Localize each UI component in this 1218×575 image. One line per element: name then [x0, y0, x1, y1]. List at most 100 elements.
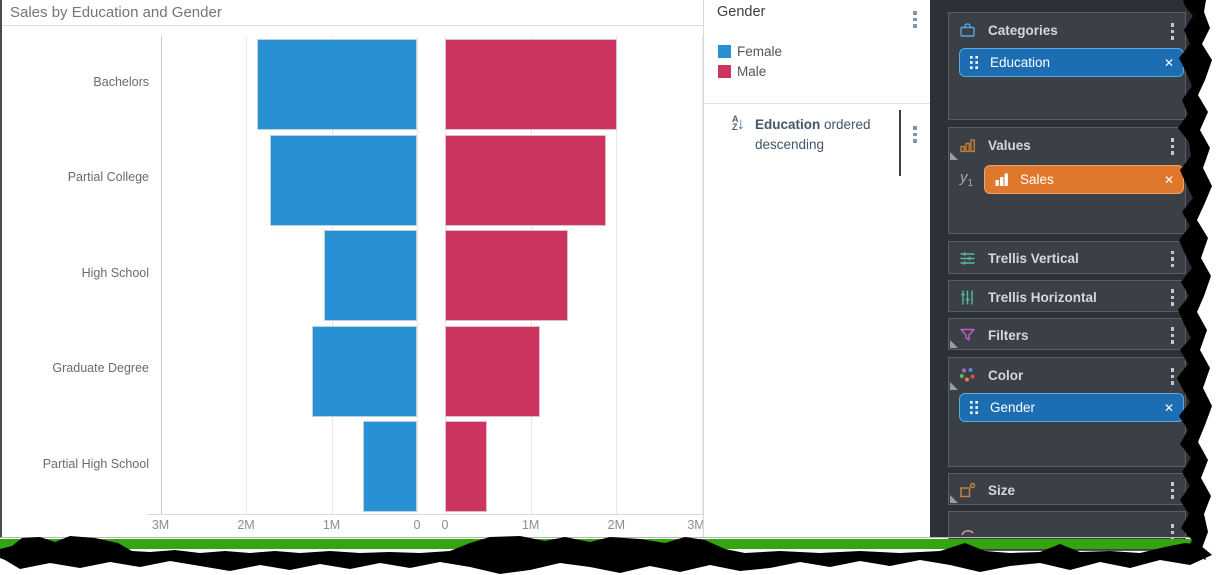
y-axis-slot-label: y1	[960, 169, 974, 189]
section-filters[interactable]: Filters	[948, 318, 1186, 350]
bar-male-partial-high-school[interactable]	[445, 421, 487, 513]
bar-male-partial-college[interactable]	[445, 134, 607, 226]
category-axis-label: High School	[81, 265, 149, 280]
section-categories-kebab-icon[interactable]	[1169, 21, 1177, 42]
bar-male-bachelors[interactable]	[445, 39, 618, 130]
drag-handle-icon[interactable]	[995, 173, 1009, 186]
remove-pill-icon[interactable]: ✕	[1163, 55, 1174, 70]
bar-male-graduate-degree[interactable]	[445, 325, 541, 417]
filters-icon	[958, 326, 977, 345]
category-axis-label: Partial College	[67, 170, 149, 185]
bar-male-high-school[interactable]	[445, 230, 568, 322]
pill-label: Sales	[1020, 172, 1054, 187]
section-label: Values	[988, 137, 1031, 153]
pill-sales[interactable]: Sales ✕	[984, 165, 1184, 194]
section-color-header: Color	[949, 358, 1185, 392]
legend-swatch-male	[718, 64, 731, 78]
section-label: Filters	[988, 327, 1029, 343]
title-divider	[2, 25, 705, 26]
section-label: Trellis Horizontal	[988, 289, 1097, 305]
bar-female-partial-high-school[interactable]	[363, 421, 417, 513]
categories-icon	[958, 21, 977, 40]
category-axis-label: Partial High School	[42, 456, 149, 471]
sort-field: Education	[755, 117, 821, 132]
section-label: Trellis Vertical	[988, 251, 1079, 266]
chart-title: Sales by Education and Gender	[10, 4, 222, 21]
resize-grip-icon	[950, 382, 958, 390]
gridline	[246, 36, 247, 514]
window-bottom-edge	[0, 537, 1196, 538]
values-icon	[958, 136, 977, 155]
legend-item-male[interactable]: Male	[718, 62, 766, 80]
section-size-kebab-icon[interactable]	[1169, 480, 1177, 501]
section-trellis-horizontal[interactable]: Trellis Horizontal	[948, 280, 1186, 312]
section-shape-partial-kebab-icon[interactable]	[1169, 522, 1177, 543]
sort-description: Education ordered descending	[755, 117, 871, 152]
shape-arc-icon	[958, 523, 977, 542]
x-axis-tick-label: 0	[413, 518, 421, 532]
legend-menu-kebab-icon[interactable]	[911, 9, 919, 30]
pill-gender[interactable]: Gender ✕	[959, 393, 1184, 422]
drag-handle-icon[interactable]	[970, 401, 979, 414]
section-color[interactable]: Color Gender ✕	[948, 357, 1186, 467]
section-size[interactable]: Size	[948, 473, 1186, 505]
bar-chart-visualization: Sales by Education and Gender 3M 2M 1M 0 0 1M…	[0, 0, 705, 538]
legend-swatch-female	[718, 44, 731, 58]
section-shape-partial-header	[949, 512, 1185, 552]
resize-grip-icon	[950, 340, 958, 348]
section-categories-header: Categories	[949, 13, 1185, 47]
section-values[interactable]: Values y1 Sales ✕	[948, 127, 1186, 234]
section-values-kebab-icon[interactable]	[1169, 136, 1177, 157]
category-axis-label: Bachelors	[93, 74, 149, 89]
pill-label: Gender	[990, 400, 1036, 415]
sort-section-divider	[899, 110, 901, 176]
section-trellis-horizontal-header: Trellis Horizontal	[949, 281, 1185, 313]
legend-title: Gender	[717, 4, 766, 20]
x-axis-tick-label: 0	[441, 518, 449, 532]
gridline	[417, 36, 418, 514]
section-trellis-vertical[interactable]: Trellis Vertical	[948, 241, 1186, 274]
category-axis-label: Graduate Degree	[52, 361, 149, 376]
gridline	[616, 36, 618, 514]
section-filters-kebab-icon[interactable]	[1169, 325, 1177, 346]
remove-pill-icon[interactable]: ✕	[1163, 172, 1174, 187]
section-color-kebab-icon[interactable]	[1169, 366, 1177, 387]
x-axis-tick-label: 1M	[521, 518, 540, 532]
resize-grip-icon	[950, 152, 958, 160]
resize-grip-icon	[950, 495, 958, 503]
legend-item-label: Female	[737, 43, 783, 59]
section-label: Categories	[988, 22, 1058, 38]
section-categories[interactable]: Categories Education ✕	[948, 12, 1186, 120]
bar-female-bachelors[interactable]	[257, 39, 417, 130]
legend-divider	[704, 103, 931, 104]
sort-menu-kebab-icon[interactable]	[911, 124, 919, 145]
trellis-horizontal-icon	[958, 288, 977, 307]
pill-education[interactable]: Education ✕	[959, 48, 1184, 77]
section-trellis-horizontal-kebab-icon[interactable]	[1169, 287, 1177, 308]
x-axis-tick-label: 2M	[237, 518, 255, 532]
bar-female-high-school[interactable]	[323, 230, 417, 322]
drag-handle-icon[interactable]	[970, 56, 979, 69]
section-label: Size	[988, 482, 1016, 498]
bar-female-partial-college[interactable]	[269, 134, 417, 226]
section-filters-header: Filters	[949, 319, 1185, 351]
bar-female-graduate-degree[interactable]	[311, 325, 417, 417]
section-shape-partial[interactable]	[948, 511, 1186, 551]
color-icon	[958, 366, 977, 385]
section-label: Color	[988, 367, 1024, 383]
section-size-header: Size	[949, 474, 1185, 506]
legend-item-female[interactable]: Female	[718, 42, 782, 60]
x-axis-tick-label: 3M	[687, 518, 705, 532]
remove-pill-icon[interactable]: ✕	[1163, 400, 1174, 415]
legend-item-label: Male	[737, 63, 767, 79]
pill-label: Education	[990, 55, 1051, 70]
properties-panel: Categories Education ✕ Values y1 Sales ✕ Trelli…	[930, 0, 1196, 551]
x-axis-line	[147, 514, 705, 515]
section-trellis-vertical-kebab-icon[interactable]	[1169, 249, 1177, 270]
x-axis-tick-label: 2M	[607, 518, 626, 532]
x-axis-tick-label: 1M	[322, 518, 341, 532]
